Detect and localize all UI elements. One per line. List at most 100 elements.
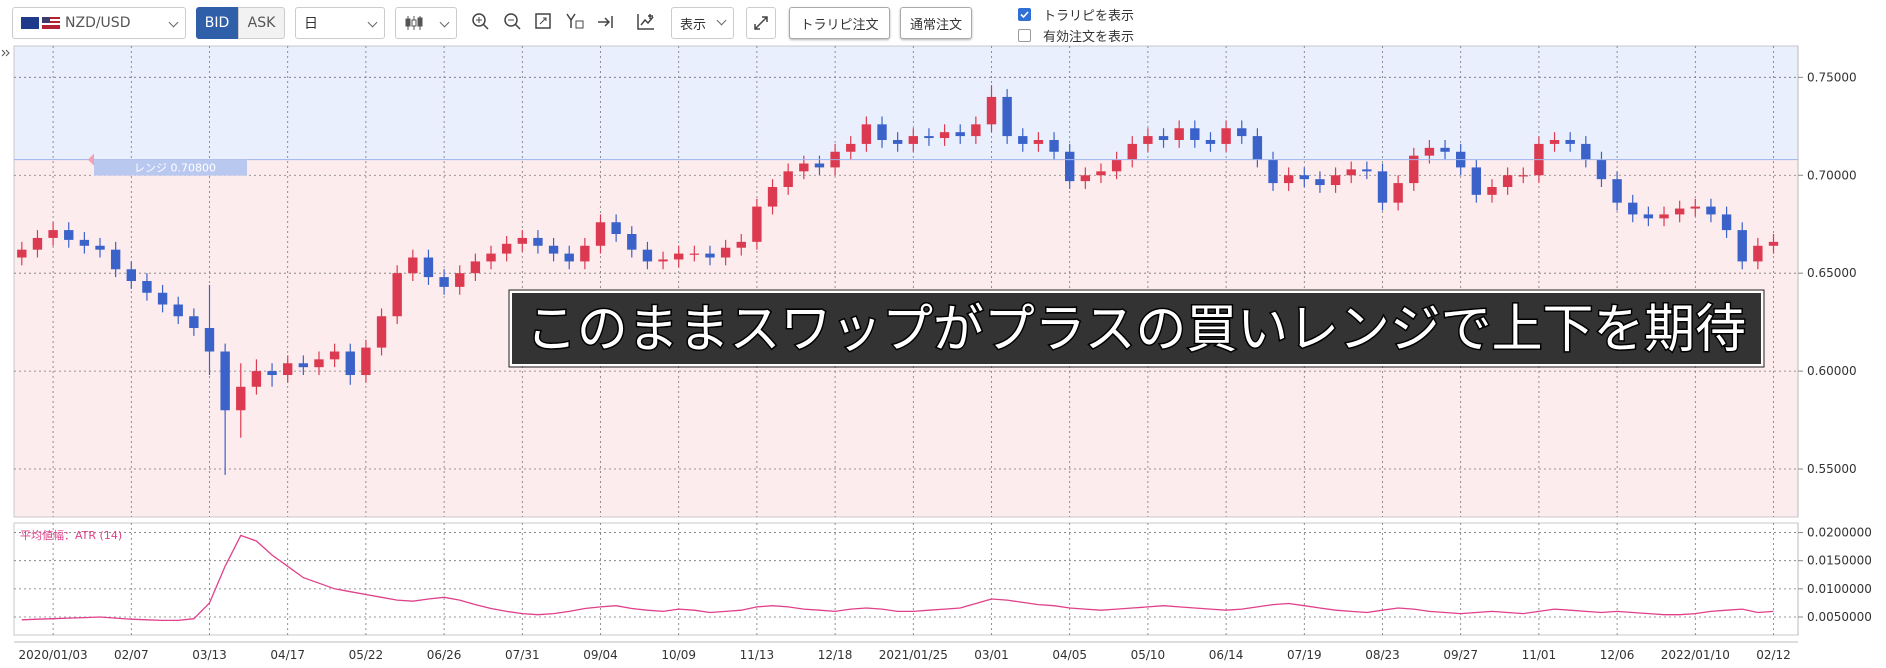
candle-body: [611, 222, 621, 235]
timeframe-label: 日: [304, 16, 318, 32]
range-tag: [94, 159, 247, 176]
candle-body: [548, 245, 559, 254]
candle-body: [1471, 167, 1482, 195]
candle-body: [501, 243, 512, 254]
candle-body: [1174, 128, 1184, 141]
annotation-border: [508, 289, 1765, 368]
annotation-box: [510, 291, 1763, 366]
fit[interactable]: [534, 12, 554, 32]
display-label: 表示: [680, 17, 707, 33]
candle-body: [705, 253, 715, 258]
candle-body: [408, 257, 418, 274]
candle-body: [1283, 175, 1294, 184]
option-label: 有効注文を表示: [1043, 30, 1135, 45]
panel-frame: [13, 522, 1799, 636]
x-tick-label: 06/26: [427, 648, 462, 662]
candle-body: [1143, 136, 1153, 144]
trarepi-order-button[interactable]: トラリピ注文: [789, 7, 890, 39]
candle-body: [79, 239, 90, 246]
zoom-out[interactable]: [503, 12, 523, 32]
indicator[interactable]: [636, 12, 656, 32]
chart-type-select[interactable]: [395, 7, 457, 39]
candle-body: [939, 132, 950, 139]
candle-body: [329, 351, 340, 360]
candle-body: [17, 249, 27, 258]
candle-body: [971, 124, 981, 137]
candle-body: [517, 237, 527, 244]
annotation-text: このままスワップがプラスの買いレンジで上下を期待: [526, 300, 1746, 360]
candle-body: [877, 124, 887, 141]
zoom-in[interactable]: [471, 12, 491, 32]
candle-body: [720, 247, 731, 258]
candle-body: [1190, 128, 1200, 141]
candle-body: [1158, 136, 1169, 141]
range-tag-label: レンジ 0.70800: [134, 162, 216, 175]
candle-body: [1221, 128, 1231, 144]
pair-select[interactable]: NZD/USD: [12, 7, 186, 39]
candle-body: [1643, 214, 1654, 219]
fullscreen[interactable]: [746, 7, 776, 39]
display-select[interactable]: 表示: [671, 7, 734, 39]
candle-body: [1581, 143, 1591, 160]
candle-body: [1018, 136, 1028, 144]
candle-body: [314, 359, 324, 368]
bid-button[interactable]: BID: [196, 7, 238, 39]
x-tick-label: 02/07: [114, 648, 149, 662]
indicator-title: 平均値幅：ATR (14): [20, 529, 122, 542]
candle-body: [1487, 187, 1497, 195]
expand-icon: [754, 16, 768, 30]
candle-body: [236, 386, 246, 411]
y-tick-label: 0.0050000: [1807, 610, 1872, 624]
x-tick-label: 09/27: [1443, 648, 1478, 662]
candle-body: [1096, 171, 1106, 176]
timeframe-select[interactable]: 日: [295, 7, 385, 39]
x-tick-label: 2021/01/25: [879, 648, 948, 662]
y-tick-label: 0.75000: [1807, 70, 1857, 84]
checkbox[interactable]: [1018, 29, 1031, 42]
candle-body: [1612, 179, 1622, 203]
candle-body: [1002, 96, 1012, 137]
candle-body: [126, 269, 136, 282]
candle-body: [1768, 241, 1779, 246]
y-lock[interactable]: [565, 12, 585, 32]
candle-body: [1377, 171, 1388, 203]
candle-body: [1565, 140, 1575, 144]
candle-body: [564, 253, 574, 262]
candle-body: [423, 257, 434, 278]
candle-body: [142, 281, 152, 293]
x-tick-label: 05/10: [1131, 648, 1166, 662]
candle-body: [783, 171, 793, 188]
candle-body: [64, 230, 74, 240]
normal-order-button[interactable]: 通常注文: [900, 7, 972, 39]
candle-body: [924, 136, 934, 139]
option[interactable]: 有効注文を表示: [1018, 26, 1134, 45]
candle-body: [1706, 206, 1716, 215]
candle-body: [736, 241, 746, 248]
option[interactable]: トラリピを表示: [1018, 5, 1134, 24]
y-tick-label: 0.55000: [1807, 462, 1857, 476]
go-latest[interactable]: [596, 12, 616, 32]
ask-button[interactable]: ASK: [238, 7, 285, 39]
checkbox[interactable]: [1018, 8, 1031, 21]
candle-body: [752, 206, 762, 242]
collapse-icon: [1, 49, 10, 57]
candle-body: [157, 292, 168, 305]
candle-body: [486, 253, 496, 262]
candle-body: [846, 143, 856, 152]
x-tick-label: 04/05: [1052, 648, 1087, 662]
x-tick-label: 12/06: [1600, 648, 1635, 662]
candle-body: [1049, 140, 1059, 152]
candle-body: [1127, 143, 1137, 160]
x-tick-label: 10/09: [661, 648, 696, 662]
candle-body: [892, 140, 903, 144]
y-tick-label: 0.0200000: [1807, 526, 1872, 540]
candle-body: [345, 351, 355, 376]
candle-body: [1596, 159, 1607, 180]
candle-icon: [405, 16, 423, 30]
x-tick-label: 09/04: [583, 648, 618, 662]
candle-body: [376, 316, 387, 348]
candle-body: [173, 304, 183, 317]
candle-body: [861, 124, 872, 144]
x-tick-label: 03/13: [192, 648, 227, 662]
